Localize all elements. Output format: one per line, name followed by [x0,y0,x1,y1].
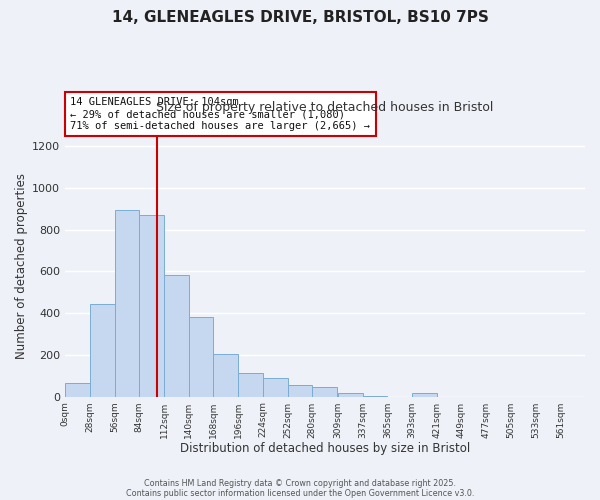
Text: Contains HM Land Registry data © Crown copyright and database right 2025.: Contains HM Land Registry data © Crown c… [144,478,456,488]
Bar [115,210,139,396]
Title: Size of property relative to detached houses in Bristol: Size of property relative to detached ho… [157,101,494,114]
Bar [139,215,164,396]
Bar [312,387,337,396]
Bar [189,318,214,396]
Text: Contains public sector information licensed under the Open Government Licence v3: Contains public sector information licen… [126,488,474,498]
Bar [90,304,115,396]
Bar [238,372,263,396]
Bar [263,378,287,396]
Text: 14 GLENEAGLES DRIVE: 104sqm
← 29% of detached houses are smaller (1,080)
71% of : 14 GLENEAGLES DRIVE: 104sqm ← 29% of det… [70,98,370,130]
Bar [338,394,362,396]
Bar [412,394,437,396]
Y-axis label: Number of detached properties: Number of detached properties [15,173,28,359]
X-axis label: Distribution of detached houses by size in Bristol: Distribution of detached houses by size … [180,442,470,455]
Bar [214,354,238,397]
Bar [287,385,312,396]
Text: 14, GLENEAGLES DRIVE, BRISTOL, BS10 7PS: 14, GLENEAGLES DRIVE, BRISTOL, BS10 7PS [112,10,488,25]
Bar [164,274,189,396]
Bar [65,383,90,396]
